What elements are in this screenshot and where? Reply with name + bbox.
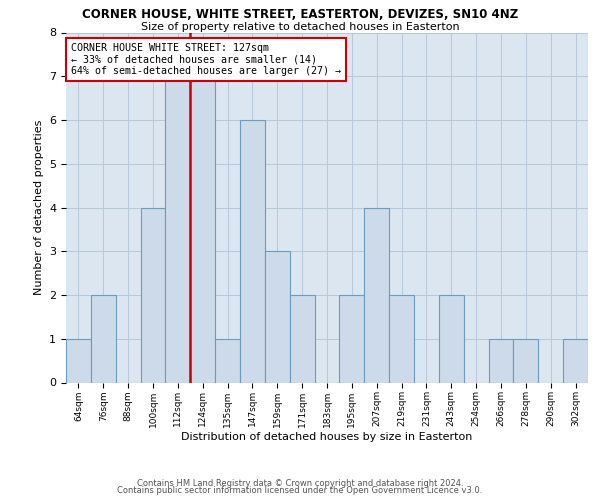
Bar xyxy=(140,208,166,382)
Bar xyxy=(439,295,464,382)
Bar xyxy=(66,339,91,382)
Bar xyxy=(340,295,364,382)
Bar xyxy=(240,120,265,382)
Bar xyxy=(563,339,588,382)
Bar xyxy=(265,251,290,382)
Bar xyxy=(190,76,215,382)
Text: Contains HM Land Registry data © Crown copyright and database right 2024.: Contains HM Land Registry data © Crown c… xyxy=(137,478,463,488)
X-axis label: Distribution of detached houses by size in Easterton: Distribution of detached houses by size … xyxy=(181,432,473,442)
Bar xyxy=(215,339,240,382)
Text: Size of property relative to detached houses in Easterton: Size of property relative to detached ho… xyxy=(140,22,460,32)
Bar xyxy=(166,76,190,382)
Bar xyxy=(488,339,514,382)
Y-axis label: Number of detached properties: Number of detached properties xyxy=(34,120,44,295)
Bar xyxy=(364,208,389,382)
Bar xyxy=(290,295,314,382)
Bar xyxy=(91,295,116,382)
Bar xyxy=(389,295,414,382)
Text: Contains public sector information licensed under the Open Government Licence v3: Contains public sector information licen… xyxy=(118,486,482,495)
Text: CORNER HOUSE WHITE STREET: 127sqm
← 33% of detached houses are smaller (14)
64% : CORNER HOUSE WHITE STREET: 127sqm ← 33% … xyxy=(71,43,341,76)
Text: CORNER HOUSE, WHITE STREET, EASTERTON, DEVIZES, SN10 4NZ: CORNER HOUSE, WHITE STREET, EASTERTON, D… xyxy=(82,8,518,20)
Bar xyxy=(514,339,538,382)
